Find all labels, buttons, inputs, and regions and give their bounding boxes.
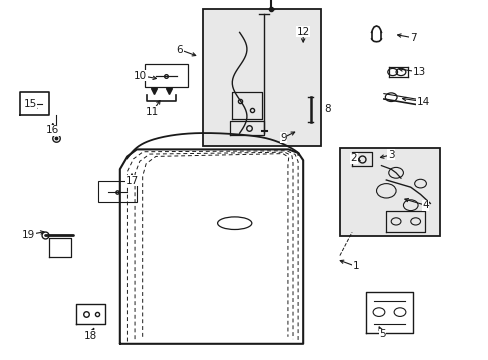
- Text: 12: 12: [296, 27, 309, 37]
- Text: 3: 3: [387, 150, 394, 160]
- Text: 18: 18: [83, 330, 97, 341]
- Text: 6: 6: [176, 45, 183, 55]
- Text: 7: 7: [409, 33, 416, 43]
- Bar: [203, 9, 321, 146]
- Text: 19: 19: [21, 230, 35, 240]
- Text: 15: 15: [23, 99, 37, 109]
- Text: 11: 11: [145, 107, 159, 117]
- Text: 8: 8: [324, 104, 330, 114]
- Text: 17: 17: [125, 176, 139, 186]
- Text: 5: 5: [378, 329, 385, 339]
- Text: 16: 16: [46, 125, 60, 135]
- Bar: [144, 64, 187, 87]
- Text: 2: 2: [350, 153, 357, 163]
- Text: 10: 10: [134, 71, 147, 81]
- Bar: [98, 181, 137, 202]
- Text: 1: 1: [352, 261, 359, 271]
- Text: 4: 4: [421, 200, 428, 210]
- Text: 13: 13: [412, 67, 426, 77]
- Bar: [339, 148, 439, 236]
- Text: 14: 14: [415, 96, 429, 107]
- Text: 9: 9: [280, 132, 286, 143]
